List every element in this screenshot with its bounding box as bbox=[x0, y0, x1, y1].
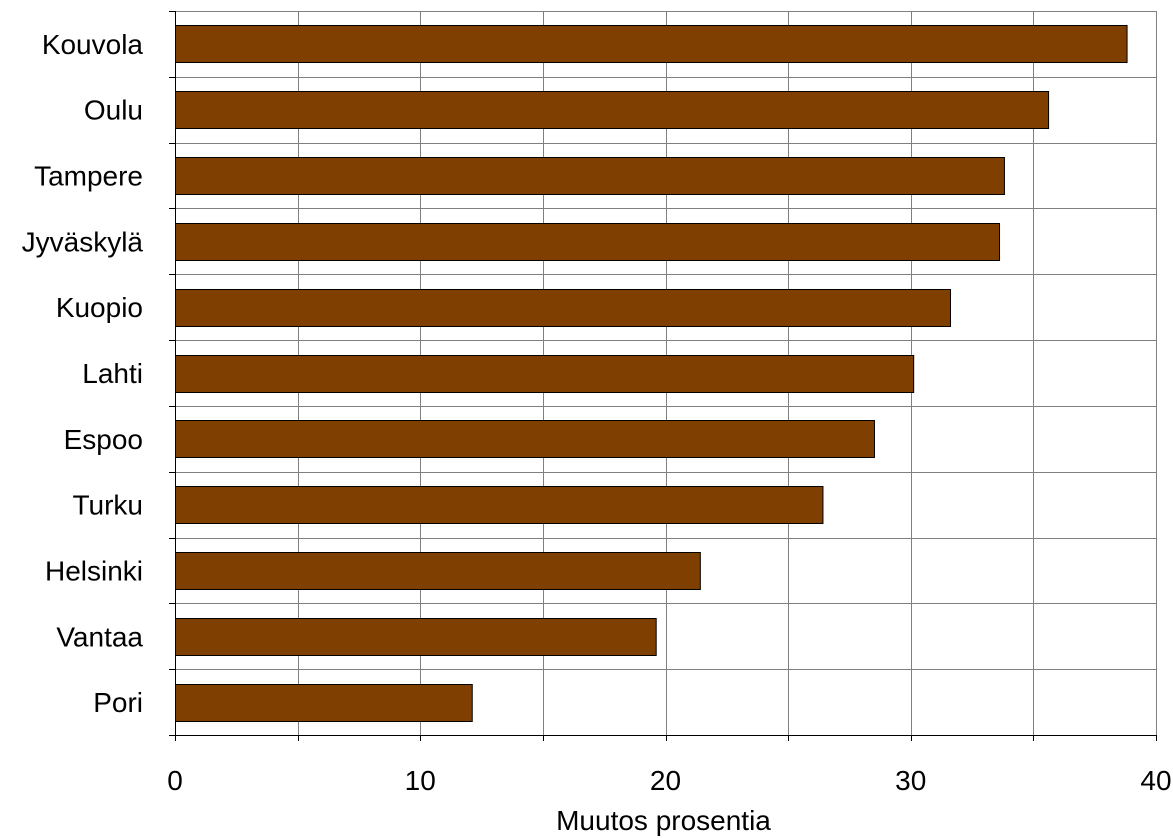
category-labels: Kouvola Oulu Tampere Jyväskylä Kuopio Lahti Es… bbox=[22, 29, 144, 718]
bar bbox=[175, 223, 1001, 261]
category-label: Jyväskylä bbox=[22, 226, 144, 257]
bar bbox=[175, 420, 875, 458]
x-tick-label: 40 bbox=[1140, 765, 1171, 796]
bar bbox=[175, 486, 824, 524]
bar bbox=[175, 684, 473, 722]
bar bbox=[175, 618, 657, 656]
x-tick-label: 10 bbox=[405, 765, 436, 796]
category-label: Kouvola bbox=[42, 29, 144, 60]
gridlines bbox=[169, 11, 1157, 741]
category-label: Kuopio bbox=[56, 292, 143, 323]
bar bbox=[175, 157, 1005, 195]
category-label: Helsinki bbox=[45, 555, 143, 586]
x-tick-label: 20 bbox=[650, 765, 681, 796]
category-label: Turku bbox=[72, 490, 143, 521]
bar bbox=[175, 355, 915, 393]
category-label: Lahti bbox=[82, 358, 143, 389]
category-label: Tampere bbox=[34, 161, 143, 192]
axes bbox=[175, 11, 1156, 736]
x-tick-labels: 0 10 20 30 40 bbox=[167, 765, 1171, 796]
bar bbox=[175, 289, 951, 327]
bars bbox=[175, 25, 1128, 722]
x-tick-label: 0 bbox=[167, 765, 183, 796]
x-axis-title: Muutos prosentia bbox=[556, 805, 771, 836]
category-label: Oulu bbox=[84, 95, 143, 126]
bar bbox=[175, 25, 1128, 63]
category-label: Vantaa bbox=[56, 621, 143, 652]
bar bbox=[175, 552, 701, 590]
x-tick-label: 30 bbox=[895, 765, 926, 796]
category-label: Pori bbox=[93, 687, 143, 718]
bar bbox=[175, 91, 1050, 129]
category-label: Espoo bbox=[64, 424, 143, 455]
